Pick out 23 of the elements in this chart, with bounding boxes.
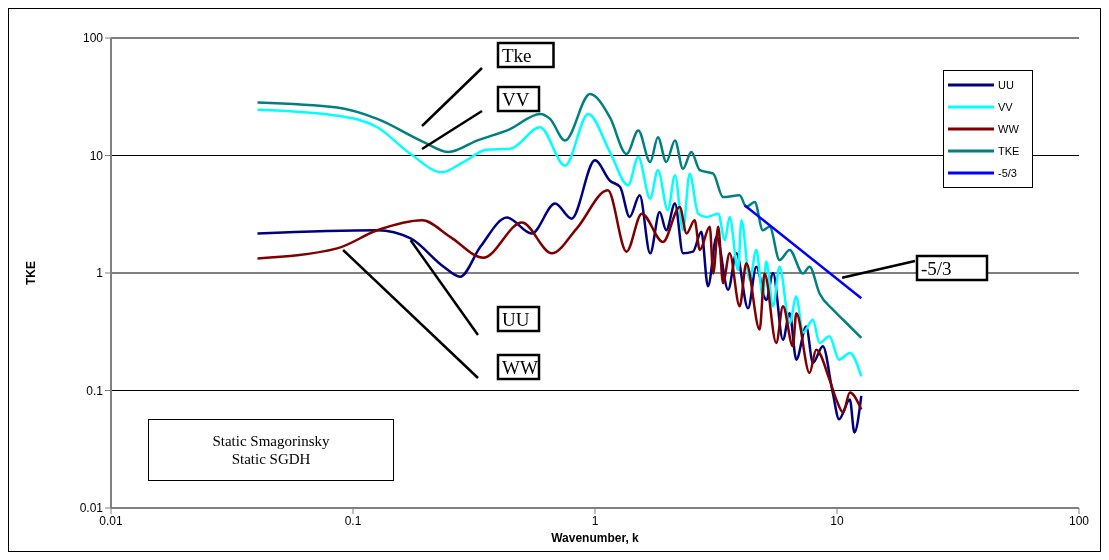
legend-label: VV — [998, 101, 1013, 113]
annotation: WW — [502, 357, 538, 378]
annotation: VV — [502, 89, 530, 110]
legend-label: UU — [998, 79, 1014, 91]
note-box: Static Smagorinsky Static SGDH — [148, 419, 394, 481]
annotation: UU — [502, 309, 530, 330]
x-tick-label: 100 — [1068, 513, 1090, 528]
y-tick-label: 100 — [82, 31, 104, 46]
x-tick-label: 10 — [830, 513, 844, 528]
x-tick-label: 0.1 — [344, 513, 362, 528]
x-axis-title: Wavenumber, k — [551, 531, 640, 545]
annotation: Tke — [502, 45, 532, 66]
x-tick-label: 0.01 — [99, 513, 123, 528]
legend-label: WW — [998, 123, 1019, 135]
legend-label: -5/3 — [998, 167, 1017, 179]
y-tick-label: 0.01 — [79, 501, 104, 516]
annotation: -5/3 — [921, 258, 952, 279]
y-tick-label: 10 — [89, 148, 104, 163]
y-tick-label: 0.1 — [86, 383, 104, 398]
x-tick-label: 1 — [591, 513, 599, 528]
y-tick-label: 1 — [96, 266, 104, 281]
y-axis-title: TKE — [24, 261, 39, 285]
legend-label: TKE — [998, 145, 1020, 157]
